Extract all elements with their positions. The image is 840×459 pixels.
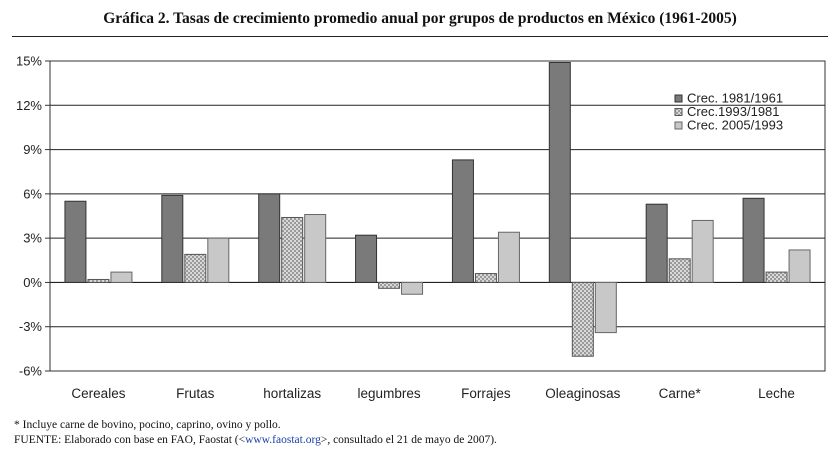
- y-tick-label: 15%: [16, 54, 42, 69]
- title-divider: [12, 36, 828, 37]
- bar-carne-series-3: [691, 219, 714, 283]
- bar-frutas-series-1: [161, 194, 184, 283]
- legend-swatch: [674, 94, 683, 103]
- y-tick-label: 0%: [23, 275, 42, 290]
- bar-oleaginosas-series-1: [548, 61, 571, 283]
- y-tick-label: -6%: [19, 364, 43, 379]
- x-tick-label: Frutas: [176, 386, 215, 401]
- bar-oleaginosas-series-3: [594, 281, 617, 334]
- bar-legumbres-series-1: [355, 234, 378, 283]
- legend-swatch: [674, 121, 683, 130]
- bar-layer: [64, 61, 811, 357]
- y-tick-label: 6%: [23, 186, 42, 201]
- bar-forrajes-series-2: [474, 273, 497, 283]
- chart-notes: * Incluye carne de bovino, pocino, capri…: [14, 418, 834, 448]
- y-tick-label: 9%: [23, 142, 42, 157]
- bar-forrajes-series-3: [497, 231, 520, 283]
- source-suffix: >, consultado el 21 de mayo de 2007).: [320, 434, 497, 446]
- footnote: * Incluye carne de bovino, pocino, capri…: [14, 419, 281, 431]
- bar-cereales-series-1: [64, 200, 87, 283]
- bar-leche-series-1: [742, 197, 765, 283]
- bar-frutas-series-3: [207, 237, 230, 283]
- x-tick-label: Leche: [758, 386, 795, 401]
- y-tick-label: -3%: [19, 319, 43, 334]
- legend-label: Crec. 2005/1993: [687, 118, 783, 133]
- bar-forrajes-series-1: [451, 159, 474, 283]
- bar-hortalizas-series-2: [281, 216, 304, 283]
- label-layer: 15% 12% 9% 6% 3% 0% -3% -6% Cereales Frutas hortal…: [16, 54, 795, 402]
- bar-frutas-series-2: [184, 253, 207, 283]
- bar-cereales-series-2: [87, 278, 110, 283]
- bar-chart: 15% 12% 9% 6% 3% 0% -3% -6% Cereales Frutas hortal…: [16, 54, 826, 402]
- bar-leche-series-2: [765, 271, 788, 283]
- y-tick-label: 12%: [16, 98, 42, 113]
- bar-leche-series-3: [788, 249, 811, 283]
- y-tick-label: 3%: [23, 231, 42, 246]
- legend-label: Crec. 1981/1961: [687, 91, 783, 106]
- bar-carne-series-2: [668, 258, 691, 283]
- bar-cereales-series-3: [110, 271, 133, 283]
- bar-hortalizas-series-1: [258, 193, 281, 283]
- x-tick-label: Carne*: [659, 386, 702, 401]
- source-prefix: FUENTE: Elaborado con base en FAO, Faost…: [14, 434, 246, 446]
- legend-swatch: [674, 108, 683, 116]
- source-line: FUENTE: Elaborado con base en FAO, Faost…: [14, 433, 834, 448]
- bar-oleaginosas-series-2: [571, 281, 594, 357]
- x-tick-label: hortalizas: [263, 386, 321, 401]
- source-link[interactable]: www.faostat.org: [245, 434, 321, 446]
- x-tick-label: Cereales: [71, 386, 125, 401]
- plot-frame: [49, 60, 826, 372]
- bar-hortalizas-series-3: [304, 214, 327, 283]
- legend-label: Crec.1993/1981: [687, 104, 780, 119]
- chart-title: Gráfica 2. Tasas de crecimiento promedio…: [103, 10, 737, 27]
- bar-carne-series-1: [645, 203, 668, 283]
- bar-legumbres-series-3: [401, 281, 424, 295]
- x-tick-label: legumbres: [358, 386, 421, 401]
- bar-legumbres-series-2: [378, 281, 401, 289]
- x-tick-label: Oleaginosas: [545, 386, 620, 401]
- x-tick-label: Forrajes: [461, 386, 511, 401]
